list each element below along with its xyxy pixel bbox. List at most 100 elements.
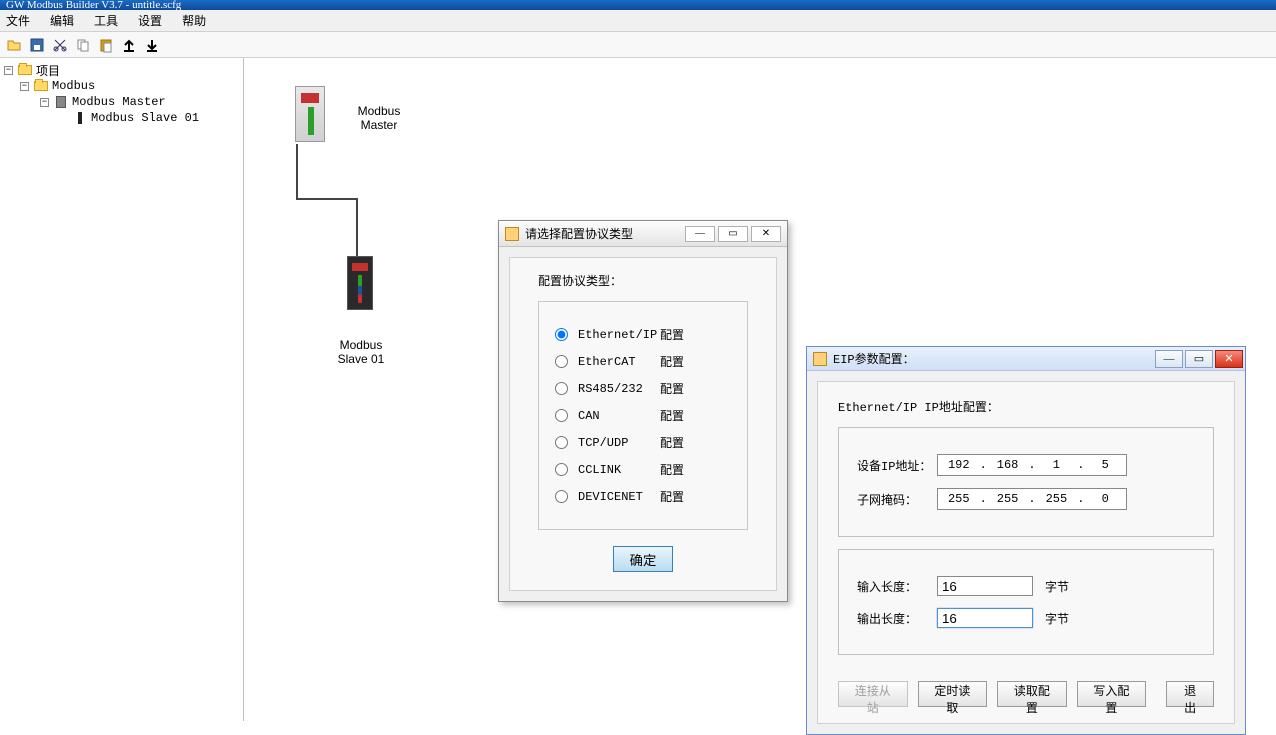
mask-octet-1[interactable]: 255: [938, 492, 980, 506]
dialog-title: 请选择配置协议类型: [525, 225, 682, 242]
protocol-label: EtherCAT: [578, 355, 660, 369]
expand-toggle-icon[interactable]: −: [20, 82, 29, 91]
protocol-label: CAN: [578, 409, 660, 423]
tree-node-label: Modbus Master: [72, 95, 166, 109]
dialog-titlebar[interactable]: 请选择配置协议类型 — ▭ ✕: [499, 221, 787, 247]
download-icon[interactable]: [142, 35, 162, 55]
protocol-label: TCP/UDP: [578, 436, 660, 450]
close-button[interactable]: ✕: [1215, 350, 1243, 368]
ip-octet-4[interactable]: 5: [1084, 458, 1126, 472]
protocol-action: 配置: [660, 488, 684, 505]
radio-input[interactable]: [555, 490, 568, 503]
timed-read-button[interactable]: 定时读取: [918, 681, 988, 707]
connect-slave-button[interactable]: 连接从站: [838, 681, 908, 707]
output-length-field[interactable]: [937, 608, 1033, 628]
minimize-button[interactable]: —: [685, 226, 715, 242]
protocol-label: Ethernet/IP: [578, 328, 660, 342]
mask-octet-3[interactable]: 255: [1036, 492, 1078, 506]
protocol-action: 配置: [660, 461, 684, 478]
protocol-label: DEVICENET: [578, 490, 660, 504]
read-config-button[interactable]: 读取配置: [997, 681, 1067, 707]
expand-toggle-icon[interactable]: −: [4, 66, 13, 75]
input-length-field[interactable]: [937, 576, 1033, 596]
minimize-button[interactable]: —: [1155, 350, 1183, 368]
upload-icon[interactable]: [119, 35, 139, 55]
protocol-option-rs485-232[interactable]: RS485/232配置: [555, 380, 731, 397]
section-title: Ethernet/IP IP地址配置：: [838, 398, 1214, 415]
unit-label: 字节: [1045, 578, 1069, 595]
dialog-protocol-select: 请选择配置协议类型 — ▭ ✕ 配置协议类型： Ethernet/IP配置Eth…: [498, 220, 788, 602]
protocol-action: 配置: [660, 407, 684, 424]
menu-edit[interactable]: 编辑: [50, 12, 74, 29]
protocol-option-ethercat[interactable]: EtherCAT配置: [555, 353, 731, 370]
folder-icon: [17, 63, 33, 77]
protocol-option-devicenet[interactable]: DEVICENET配置: [555, 488, 731, 505]
protocol-option-cclink[interactable]: CCLINK配置: [555, 461, 731, 478]
node-slave[interactable]: [330, 256, 390, 310]
tree-node-master[interactable]: − Modbus Master: [0, 94, 243, 110]
radio-input[interactable]: [555, 328, 568, 341]
radio-input[interactable]: [555, 355, 568, 368]
dialog-icon: [813, 352, 827, 366]
copy-icon[interactable]: [73, 35, 93, 55]
ok-button[interactable]: 确定: [613, 546, 673, 572]
maximize-button[interactable]: ▭: [1185, 350, 1213, 368]
folder-icon: [33, 79, 49, 93]
radio-input[interactable]: [555, 382, 568, 395]
tree-node-modbus[interactable]: − Modbus: [0, 78, 243, 94]
menu-tools[interactable]: 工具: [94, 12, 118, 29]
ip-octet-1[interactable]: 192: [938, 458, 980, 472]
close-button[interactable]: ✕: [751, 226, 781, 242]
app-title: GW Modbus Builder V3.7 - untitle.scfg: [6, 0, 181, 10]
tree-root[interactable]: − 项目: [0, 62, 243, 78]
node-label-line1: Modbus: [344, 104, 414, 118]
protocol-option-tcp-udp[interactable]: TCP/UDP配置: [555, 434, 731, 451]
device-ip-input[interactable]: 192. 168. 1. 5: [937, 454, 1127, 476]
exit-button[interactable]: 退出: [1166, 681, 1214, 707]
node-master[interactable]: [274, 86, 346, 142]
protocol-action: 配置: [660, 326, 684, 343]
dialog-title: EIP参数配置：: [833, 350, 1153, 367]
length-config-group: 输入长度： 字节 输出长度： 字节: [838, 549, 1214, 655]
menu-file[interactable]: 文件: [6, 12, 30, 29]
write-config-button[interactable]: 写入配置: [1077, 681, 1147, 707]
radio-input[interactable]: [555, 409, 568, 422]
row-input-length: 输入长度： 字节: [857, 576, 1195, 596]
protocol-option-can[interactable]: CAN配置: [555, 407, 731, 424]
tree-node-label: Modbus Slave 01: [91, 111, 199, 125]
maximize-button[interactable]: ▭: [718, 226, 748, 242]
menubar: 文件 编辑 工具 设置 帮助: [0, 10, 1276, 32]
menu-help[interactable]: 帮助: [182, 12, 206, 29]
wire-vertical: [296, 144, 298, 200]
node-slave-label: Modbus Slave 01: [326, 338, 396, 366]
node-label-line1: Modbus: [326, 338, 396, 352]
dialog-titlebar[interactable]: EIP参数配置： — ▭ ✕: [807, 347, 1245, 371]
tree-root-label: 项目: [36, 62, 60, 79]
label-input-length: 输入长度：: [857, 578, 937, 595]
dialog-icon: [505, 227, 519, 241]
subnet-mask-input[interactable]: 255. 255. 255. 0: [937, 488, 1127, 510]
project-tree: − 项目 − Modbus − Modbus Master Modbus Sla…: [0, 58, 244, 721]
mask-octet-4[interactable]: 0: [1084, 492, 1126, 506]
row-output-length: 输出长度： 字节: [857, 608, 1195, 628]
ip-octet-2[interactable]: 168: [987, 458, 1029, 472]
open-icon[interactable]: [4, 35, 24, 55]
paste-icon[interactable]: [96, 35, 116, 55]
wire-horizontal: [296, 198, 358, 200]
node-master-label: Modbus Master: [344, 104, 414, 132]
ip-octet-3[interactable]: 1: [1036, 458, 1078, 472]
label-subnet-mask: 子网掩码：: [857, 491, 937, 508]
row-subnet-mask: 子网掩码： 255. 255. 255. 0: [857, 488, 1195, 510]
radio-input[interactable]: [555, 436, 568, 449]
menu-settings[interactable]: 设置: [138, 12, 162, 29]
protocol-option-ethernet-ip[interactable]: Ethernet/IP配置: [555, 326, 731, 343]
tree-node-slave[interactable]: Modbus Slave 01: [0, 110, 243, 126]
protocol-options-group: Ethernet/IP配置EtherCAT配置RS485/232配置CAN配置T…: [538, 301, 748, 530]
radio-input[interactable]: [555, 463, 568, 476]
cut-icon[interactable]: [50, 35, 70, 55]
expand-toggle-icon[interactable]: −: [40, 98, 49, 107]
mask-octet-2[interactable]: 255: [987, 492, 1029, 506]
node-label-line2: Master: [344, 118, 414, 132]
save-icon[interactable]: [27, 35, 47, 55]
device-icon: [53, 95, 69, 109]
